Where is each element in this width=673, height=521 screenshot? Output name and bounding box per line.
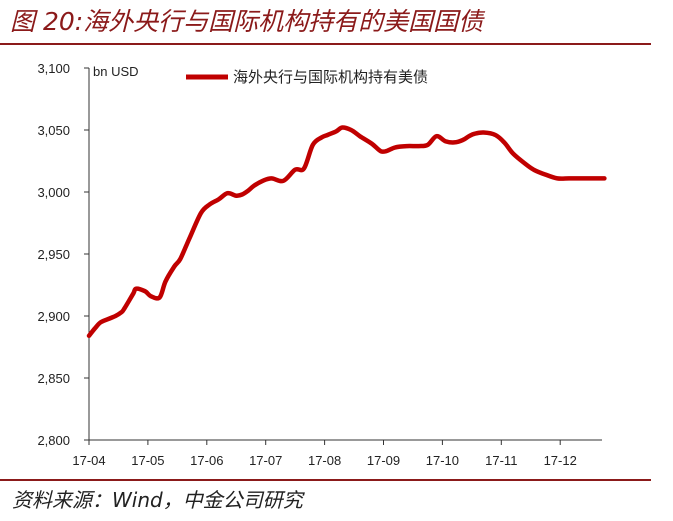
y-tick-label: 3,100 <box>37 61 70 76</box>
source-note: 资料来源：Wind，中金公司研究 <box>12 488 303 512</box>
chart-legend: 海外央行与国际机构持有美债 <box>186 68 428 86</box>
chart-axes <box>84 67 602 445</box>
source-divider <box>0 479 651 481</box>
x-tick-label: 17-08 <box>308 453 341 468</box>
title-divider <box>0 43 651 45</box>
y-tick-labels: 3,100 3,050 3,000 2,950 2,900 2,850 2,800 <box>37 61 70 448</box>
y-tick-label: 2,950 <box>37 247 70 262</box>
y-tick-label: 2,800 <box>37 433 70 448</box>
y-tick-label: 3,050 <box>37 123 70 138</box>
y-tick-label: 3,000 <box>37 185 70 200</box>
series-layer <box>86 125 607 339</box>
figure-title: 图 20:海外央行与国际机构持有的美国国债 <box>10 7 484 36</box>
series-line <box>86 125 607 339</box>
y-tick-label: 2,900 <box>37 309 70 324</box>
x-tick-label: 17-10 <box>426 453 459 468</box>
x-tick-label: 17-04 <box>72 453 105 468</box>
x-tick-label: 17-07 <box>249 453 282 468</box>
x-tick-label: 17-09 <box>367 453 400 468</box>
x-tick-label: 17-11 <box>485 453 517 468</box>
y-unit-label: bn USD <box>93 64 139 79</box>
x-tick-label: 17-12 <box>544 453 577 468</box>
x-tick-label: 17-05 <box>131 453 164 468</box>
x-tick-label: 17-06 <box>190 453 223 468</box>
legend-label: 海外央行与国际机构持有美债 <box>233 68 428 86</box>
y-tick-label: 2,850 <box>37 371 70 386</box>
x-tick-labels: 17-04 17-05 17-06 17-07 17-08 17-09 17-10 17-11… <box>72 453 576 468</box>
